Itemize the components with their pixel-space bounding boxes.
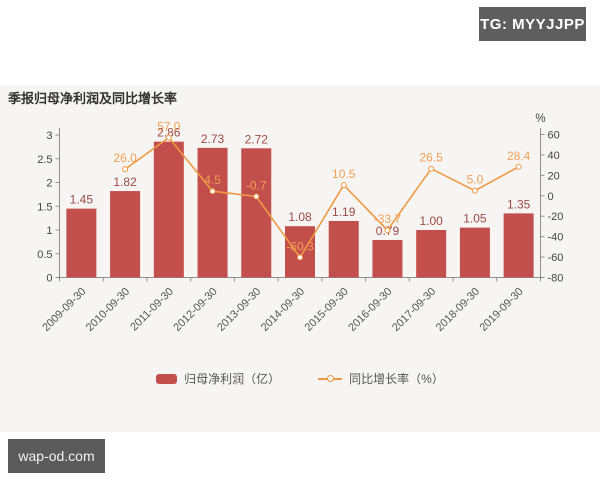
x-tick-label: 2014-09-30 <box>259 286 307 334</box>
line-value-label: 5.0 <box>467 173 484 187</box>
line-point <box>340 182 347 189</box>
bar-value-label: 1.45 <box>70 193 94 207</box>
watermark: wap-od.com <box>8 439 105 473</box>
y-axis-right-tick-label: 20 <box>548 170 560 182</box>
x-tick-label: 2012-09-30 <box>171 286 219 334</box>
y-axis-right-tick-label: -60 <box>548 252 564 264</box>
line-value-label: 28.4 <box>507 149 531 163</box>
y-axis-left-tick-label: 1 <box>46 225 52 237</box>
legend-item-growth-rate[interactable]: 同比增长率（%） <box>318 370 444 387</box>
y-axis-left-tick-label: 0.5 <box>37 249 52 261</box>
y-axis-left-tick-label: 1.5 <box>37 201 52 213</box>
x-tick-label: 2018-09-30 <box>434 286 482 334</box>
line-point <box>253 193 260 200</box>
bar-value-label: 1.08 <box>288 210 312 224</box>
line-point <box>428 165 435 172</box>
y-axis-right-tick-label: 40 <box>548 150 560 162</box>
bar-value-label: 1.05 <box>463 212 487 226</box>
y-axis-left-tick-label: 3 <box>46 130 52 142</box>
bar-value-label: 2.72 <box>245 132 269 146</box>
line-legend-label: 同比增长率（%） <box>349 372 444 386</box>
bar <box>110 191 141 278</box>
line-point <box>297 254 303 261</box>
bar-value-label: 1.19 <box>332 205 356 219</box>
bar <box>197 147 228 278</box>
bar-legend-swatch <box>156 373 178 384</box>
bar <box>153 141 184 278</box>
bar-value-label: 2.86 <box>157 126 181 140</box>
x-tick-label: 2015-09-30 <box>303 286 351 334</box>
line-point <box>209 188 216 195</box>
y-axis-right-tick-label: 0 <box>548 191 554 203</box>
bar <box>459 227 490 278</box>
bar <box>66 208 97 278</box>
bar-value-label: 1.82 <box>113 175 137 189</box>
line-value-label: -0.7 <box>246 179 267 193</box>
bar-value-label: 1.35 <box>507 197 531 211</box>
y-axis-right-tick-label: -40 <box>548 232 564 244</box>
line-value-label: 57.0 <box>157 120 181 134</box>
chart-title: 季报归母净利润及同比增长率 <box>8 91 178 106</box>
y-axis-right-tick-label: -80 <box>548 273 564 285</box>
legend: 归母净利润（亿） 同比增长率（%） <box>0 370 600 387</box>
y-axis-left-tick-label: 2.5 <box>37 154 52 166</box>
bar <box>416 230 447 278</box>
line-point <box>384 227 391 234</box>
line-value-label: 26.0 <box>113 151 137 165</box>
line-series <box>124 136 520 259</box>
x-tick-label: 2017-09-30 <box>390 286 438 334</box>
x-tick-label: 2010-09-30 <box>84 286 132 334</box>
y-axis-left-tick-label: 2 <box>46 178 52 190</box>
line-legend-marker <box>318 374 343 384</box>
bar-legend-label: 归母净利润（亿） <box>184 372 281 386</box>
legend-item-net-profit[interactable]: 归母净利润（亿） <box>156 370 280 387</box>
line-value-label: 4.5 <box>204 173 221 187</box>
line-point <box>515 163 522 170</box>
line-value-label: -60.3 <box>286 239 314 253</box>
tg-badge: TG: MYYJJPP <box>479 7 586 41</box>
bar <box>241 148 272 278</box>
x-tick-label: 2019-09-30 <box>477 286 525 334</box>
x-tick-label: 2011-09-30 <box>128 286 176 334</box>
right-axis-unit: % <box>535 113 545 125</box>
bar <box>372 239 403 278</box>
x-tick-label: 2009-09-30 <box>40 286 88 334</box>
y-axis-right-tick-label: 60 <box>548 130 560 142</box>
bar-value-label: 1.00 <box>420 214 444 228</box>
bar-value-label: 2.73 <box>201 132 225 146</box>
line-value-label: 10.5 <box>332 167 356 181</box>
line-value-label: 26.5 <box>420 151 444 165</box>
x-tick-label: 2013-09-30 <box>215 286 263 334</box>
line-point <box>471 187 478 194</box>
line-value-label: -33.7 <box>374 212 402 226</box>
bar <box>328 220 359 278</box>
line-point <box>122 166 129 173</box>
x-tick-label: 2016-09-30 <box>346 286 394 334</box>
bar <box>285 226 315 278</box>
line-point <box>165 134 172 141</box>
y-axis-right-tick-label: -20 <box>548 211 564 223</box>
line-legend-dot-icon <box>327 375 335 382</box>
bar <box>503 213 534 278</box>
y-axis-left-tick-label: 0 <box>46 273 52 285</box>
